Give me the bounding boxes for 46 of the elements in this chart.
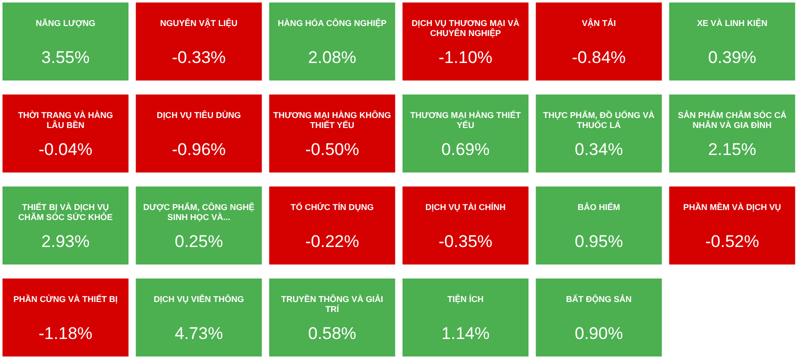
category-label: THƯƠNG MẠI HÀNG THIẾT YẾU [410,110,522,130]
category-label: DỊCH VỤ TIÊU DÙNG [156,110,242,120]
category-label: DỊCH VỤ THƯƠNG MẠI VÀ CHUYÊN NGHIỆP [412,18,520,38]
data-label: 0.95% [574,232,623,251]
data-label: -0.84% [572,48,626,67]
data-label: 0.39% [708,48,756,67]
data-label: 3.55% [41,48,90,67]
category-label: BẢO HIỂM [578,202,620,212]
data-label: 2.08% [308,48,356,67]
category-label: THỰC PHẨM, ĐỒ UỐNG VÀ THUỐC LÁ [543,110,655,130]
category-label: THỜI TRANG VÀ HÀNG LÂU BỀN [18,110,114,130]
data-label: -0.50% [305,140,360,159]
data-label: -0.96% [172,140,226,159]
data-label: -1.10% [438,48,492,67]
category-label: DỊCH VỤ VIỄN THÔNG [154,294,244,304]
category-label: SẢN PHẨM CHĂM SÓC CÁ NHÂN VÀ GIA ĐÌNH [678,110,786,130]
data-label: 0.58% [308,324,356,343]
data-label: -1.18% [38,324,92,343]
category-label: VẬN TẢI [582,18,616,28]
data-label: 2.93% [41,232,90,251]
data-label: -0.35% [438,232,492,251]
category-label: PHẦN CỨNG VÀ THIẾT BỊ [13,294,118,304]
category-label: TIỆN ÍCH [447,294,484,304]
data-label: -0.04% [38,140,92,159]
data-label: -0.22% [305,232,360,251]
data-label: 0.69% [441,140,490,159]
data-label: -0.52% [705,232,760,251]
category-label: TỔ CHỨC TÍN DỤNG [290,202,374,212]
data-label: 4.73% [174,324,223,343]
category-label: THIẾT BỊ VÀ DỊCH VỤ CHĂM SÓC SỨC KHỎE [18,202,114,222]
category-label: BẤT ĐỘNG SẢN [566,294,632,304]
category-label: HÀNG HÓA CÔNG NGHIỆP [278,18,387,28]
category-label: NĂNG LƯỢNG [36,18,96,28]
category-label: TRUYỀN THÔNG VÀ GIẢI TRÍ [281,294,384,314]
category-label: THƯƠNG MẠI HÀNG KHÔNG THIẾT YẾU [273,110,392,130]
category-label: PHẦN MỀM VÀ DỊCH VỤ [683,202,782,212]
data-label: -0.33% [172,48,226,67]
category-label: XE VÀ LINH KIỆN [696,18,768,28]
data-label: 2.15% [708,140,756,159]
category-label: DƯỢC PHẨM, CÔNG NGHỆ SINH HỌC VÀ... [143,202,255,222]
data-label: 1.14% [441,324,490,343]
data-label: 0.90% [574,324,623,343]
data-label: 0.25% [174,232,223,251]
category-label: NGUYÊN VẬT LIỆU [160,18,238,28]
category-label: DỊCH VỤ TÀI CHÍNH [425,202,506,212]
data-label: 0.34% [574,140,623,159]
